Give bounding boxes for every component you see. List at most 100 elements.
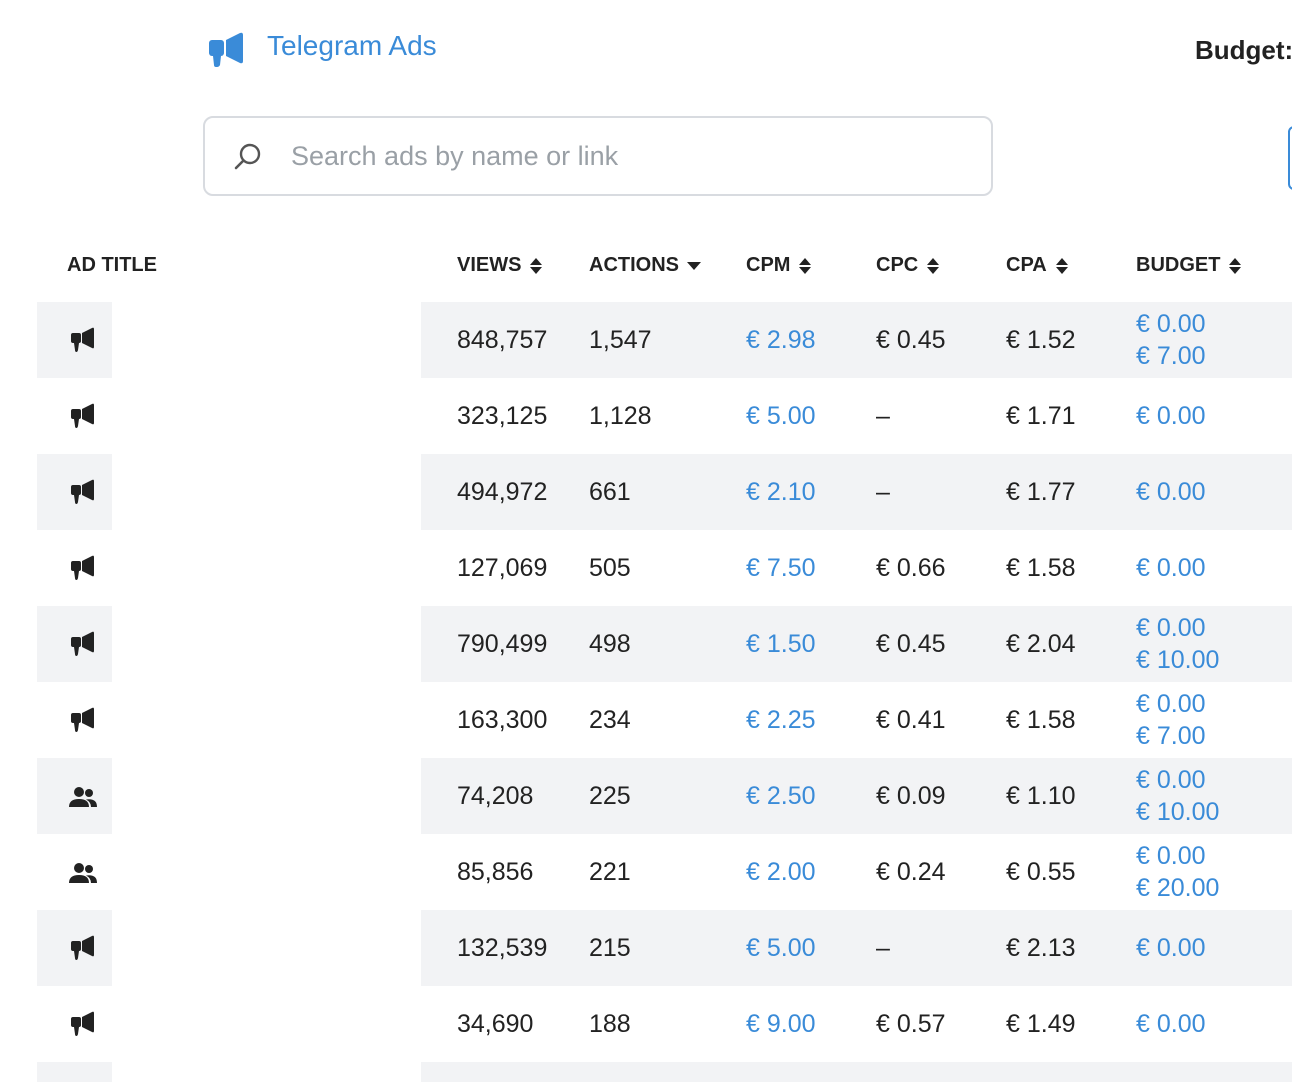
cell-cpa: € 1.58: [1006, 553, 1076, 582]
megaphone-icon: [71, 479, 94, 504]
cell-actions: 234: [589, 705, 631, 734]
cell-cpm[interactable]: € 5.00: [746, 401, 816, 430]
cell-views: 132,539: [457, 933, 548, 962]
cell-budget[interactable]: € 0.00: [1136, 530, 1206, 606]
cell-cpm[interactable]: € 2.25: [746, 705, 816, 734]
cell-budget[interactable]: € 0.00: [1136, 378, 1206, 454]
megaphone-icon: [71, 327, 94, 352]
table-row[interactable]: 132,539 215 € 5.00 – € 2.13 € 0.00: [0, 910, 1292, 986]
cell-budget[interactable]: € 0.00: [1136, 454, 1206, 530]
column-header-label: CPC: [876, 254, 919, 276]
cell-views: 790,499: [457, 629, 548, 658]
column-header-title: AD TITLE: [67, 254, 157, 277]
cell-cpc: € 0.57: [876, 1009, 946, 1038]
header-action-button[interactable]: [1288, 126, 1292, 190]
cell-views: 85,856: [457, 857, 534, 886]
cell-cpa: € 1.49: [1006, 1009, 1076, 1038]
row-bg-right: [421, 910, 1292, 986]
budget-total[interactable]: € 7.00: [1136, 342, 1206, 370]
cell-actions: 215: [589, 933, 631, 962]
cell-budget[interactable]: € 0.00 € 10.00: [1136, 606, 1219, 682]
cell-budget[interactable]: € 0.00 € 7.00: [1136, 302, 1206, 378]
row-bg-right: [421, 758, 1292, 834]
sort-both-icon[interactable]: [529, 257, 543, 275]
column-header-actions[interactable]: ACTIONS: [589, 254, 701, 277]
table-row[interactable]: 848,757 1,547 € 2.98 € 0.45 € 1.52 € 0.00 € 7.…: [0, 302, 1292, 378]
budget-total[interactable]: € 20.00: [1136, 874, 1220, 902]
cell-views: 34,690: [457, 1009, 534, 1038]
cell-cpc: € 0.09: [876, 781, 946, 810]
cell-views: 323,125: [457, 401, 548, 430]
sort-both-icon[interactable]: [1228, 257, 1242, 275]
cell-cpm[interactable]: € 7.50: [746, 553, 816, 582]
cell-budget[interactable]: € 0.00 € 7.00: [1136, 682, 1206, 758]
budget-spent[interactable]: € 0.00: [1136, 766, 1206, 794]
table-row[interactable]: 127,069 505 € 7.50 € 0.66 € 1.58 € 0.00: [0, 530, 1292, 606]
cell-cpa: € 1.71: [1006, 401, 1076, 430]
cell-cpa: € 2.13: [1006, 933, 1076, 962]
search-box[interactable]: [203, 116, 993, 196]
cell-actions: 221: [589, 857, 631, 886]
sort-both-icon[interactable]: [926, 257, 940, 275]
table-row[interactable]: 85,856 221 € 2.00 € 0.24 € 0.55 € 0.00 € 20.00: [0, 834, 1292, 910]
budget-spent[interactable]: € 0.00: [1136, 842, 1206, 870]
cell-cpm[interactable]: € 5.00: [746, 933, 816, 962]
cell-cpm[interactable]: € 2.50: [746, 781, 816, 810]
table-row[interactable]: 74,208 225 € 2.50 € 0.09 € 1.10 € 0.00 € 10.00: [0, 758, 1292, 834]
budget-total[interactable]: € 7.00: [1136, 722, 1206, 750]
cell-views: 494,972: [457, 477, 548, 506]
column-header-views[interactable]: VIEWS: [457, 254, 543, 277]
table-row: [0, 1062, 1292, 1082]
megaphone-icon: [71, 555, 94, 580]
app-title[interactable]: Telegram Ads: [267, 30, 437, 61]
cell-views: 74,208: [457, 781, 534, 810]
cell-budget[interactable]: € 0.00 € 20.00: [1136, 834, 1219, 910]
cell-cpm[interactable]: € 1.50: [746, 629, 816, 658]
cell-cpc: –: [876, 477, 890, 506]
column-header-label: AD TITLE: [67, 254, 157, 276]
cell-budget[interactable]: € 0.00: [1136, 910, 1206, 986]
column-header-label: VIEWS: [457, 254, 522, 276]
column-header-label: ACTIONS: [589, 254, 679, 276]
budget-spent[interactable]: € 0.00: [1136, 614, 1206, 642]
row-bg-right: [421, 302, 1292, 378]
budget-spent[interactable]: € 0.00: [1136, 690, 1206, 718]
cell-cpa: € 2.04: [1006, 629, 1076, 658]
cell-cpm[interactable]: € 2.10: [746, 477, 816, 506]
cell-actions: 498: [589, 629, 631, 658]
cell-views: 127,069: [457, 553, 548, 582]
cell-actions: 1,128: [589, 401, 652, 430]
cell-budget[interactable]: € 0.00: [1136, 986, 1206, 1062]
column-header-cpa[interactable]: CPA: [1006, 254, 1069, 277]
sort-both-icon[interactable]: [1055, 257, 1069, 275]
cell-cpm[interactable]: € 9.00: [746, 1009, 816, 1038]
budget-spent[interactable]: € 0.00: [1136, 402, 1206, 430]
column-header-cpc[interactable]: CPC: [876, 254, 940, 277]
cell-cpc: € 0.41: [876, 705, 946, 734]
budget-spent[interactable]: € 0.00: [1136, 1010, 1206, 1038]
cell-cpm[interactable]: € 2.00: [746, 857, 816, 886]
budget-total[interactable]: € 10.00: [1136, 798, 1220, 826]
cell-cpc: € 0.45: [876, 629, 946, 658]
budget-spent[interactable]: € 0.00: [1136, 478, 1206, 506]
column-header-label: CPM: [746, 254, 791, 276]
table-row[interactable]: 323,125 1,128 € 5.00 – € 1.71 € 0.00: [0, 378, 1292, 454]
users-icon: [69, 863, 97, 883]
budget-spent[interactable]: € 0.00: [1136, 554, 1206, 582]
column-header-budget[interactable]: BUDGET: [1136, 254, 1242, 277]
sort-both-icon[interactable]: [798, 257, 812, 275]
budget-spent[interactable]: € 0.00: [1136, 934, 1206, 962]
cell-budget[interactable]: € 0.00 € 10.00: [1136, 758, 1219, 834]
column-header-cpm[interactable]: CPM: [746, 254, 812, 277]
row-bg-right: [421, 1062, 1292, 1082]
budget-spent[interactable]: € 0.00: [1136, 310, 1206, 338]
table-row[interactable]: 34,690 188 € 9.00 € 0.57 € 1.49 € 0.00: [0, 986, 1292, 1062]
cell-cpm[interactable]: € 2.98: [746, 325, 816, 354]
budget-total[interactable]: € 10.00: [1136, 646, 1220, 674]
table-row[interactable]: 163,300 234 € 2.25 € 0.41 € 1.58 € 0.00 € 7.00: [0, 682, 1292, 758]
sort-desc-icon[interactable]: [687, 257, 701, 275]
cell-views: 848,757: [457, 325, 548, 354]
search-input[interactable]: [291, 132, 971, 180]
table-row[interactable]: 790,499 498 € 1.50 € 0.45 € 2.04 € 0.00 € 10.0…: [0, 606, 1292, 682]
table-row[interactable]: 494,972 661 € 2.10 – € 1.77 € 0.00: [0, 454, 1292, 530]
